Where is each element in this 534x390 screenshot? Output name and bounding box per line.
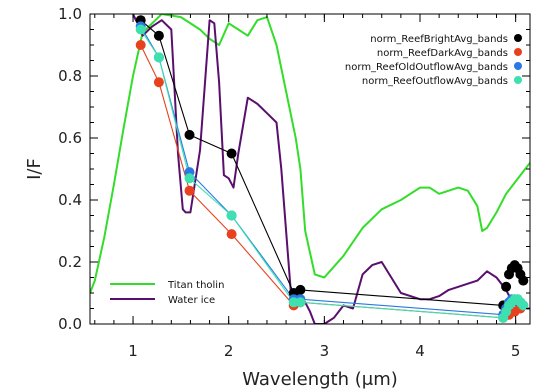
legend-marker-norm-reefdarkavg-bands bbox=[514, 48, 522, 56]
data-point-norm-reefbrightavg-bands bbox=[518, 275, 529, 286]
data-point-norm-reefbrightavg-bands bbox=[501, 281, 512, 292]
x-tick-label: 5 bbox=[511, 342, 521, 360]
y-tick-label: 0.4 bbox=[58, 191, 82, 209]
data-point-norm-reefdarkavg-bands bbox=[135, 40, 146, 50]
legend-marker-norm-reefbrightavg-bands bbox=[514, 34, 522, 42]
x-axis: 1 2 3 4 5 bbox=[94, 14, 521, 360]
legend-label-norm-reefbrightavg-bands: norm_ReefBrightAvg_bands bbox=[370, 34, 508, 45]
x-tick-label: 3 bbox=[320, 342, 330, 360]
data-point-norm-reefoutflowavg-bands bbox=[518, 300, 529, 311]
y-axis: 0.0 0.2 0.4 0.6 0.8 1.0 bbox=[58, 5, 530, 333]
data-point-norm-reefoutflowavg-bands bbox=[135, 24, 146, 35]
legend-label-water-ice: Water ice bbox=[168, 295, 215, 306]
y-tick-label: 0.0 bbox=[58, 315, 82, 333]
data-point-norm-reefoutflowavg-bands bbox=[295, 297, 306, 308]
legend-label-norm-reefdarkavg-bands: norm_ReefDarkAvg_bands bbox=[377, 48, 508, 59]
data-point-norm-reefoutflowavg-bands bbox=[153, 52, 164, 63]
data-point-norm-reefdarkavg-bands bbox=[184, 185, 195, 196]
legend-marker-norm-reefoldoutflowavg-bands bbox=[514, 62, 522, 70]
x-tick-label: 4 bbox=[415, 342, 425, 360]
data-point-norm-reefbrightavg-bands bbox=[184, 129, 195, 140]
legend-label-norm-reefoutflowavg-bands: norm_ReefOutflowAvg_bands bbox=[362, 76, 508, 87]
y-tick-label: 0.8 bbox=[58, 67, 82, 85]
y-tick-label: 0.6 bbox=[58, 129, 82, 147]
legend-marker-norm-reefoutflowavg-bands bbox=[514, 76, 522, 84]
y-tick-label: 0.2 bbox=[58, 253, 82, 271]
data-point-norm-reefoutflowavg-bands bbox=[226, 210, 237, 221]
data-point-norm-reefbrightavg-bands bbox=[295, 284, 306, 295]
legend-points: norm_ReefBrightAvg_bands norm_ReefDarkAvg… bbox=[345, 34, 522, 87]
x-axis-title: Wavelength (μm) bbox=[242, 369, 398, 390]
data-point-norm-reefbrightavg-bands bbox=[226, 148, 237, 159]
x-tick-label: 2 bbox=[224, 342, 234, 360]
data-point-norm-reefbrightavg-bands bbox=[153, 30, 164, 41]
legend-label-titan-tholin: Titan tholin bbox=[167, 280, 224, 291]
series-line-water-ice bbox=[132, 14, 530, 324]
series-line-titan-tholin bbox=[90, 14, 530, 294]
data-point-norm-reefoutflowavg-bands bbox=[184, 173, 195, 184]
y-axis-title: I/F bbox=[24, 158, 45, 180]
y-tick-label: 1.0 bbox=[58, 5, 82, 23]
legend-lines: Titan tholin Water ice bbox=[110, 280, 224, 306]
x-tick-label: 1 bbox=[128, 342, 138, 360]
data-point-norm-reefdarkavg-bands bbox=[226, 229, 237, 240]
data-point-norm-reefdarkavg-bands bbox=[153, 77, 164, 88]
points-layer bbox=[135, 15, 529, 323]
legend-label-norm-reefoldoutflowavg-bands: norm_ReefOldOutflowAvg_bands bbox=[345, 62, 508, 73]
